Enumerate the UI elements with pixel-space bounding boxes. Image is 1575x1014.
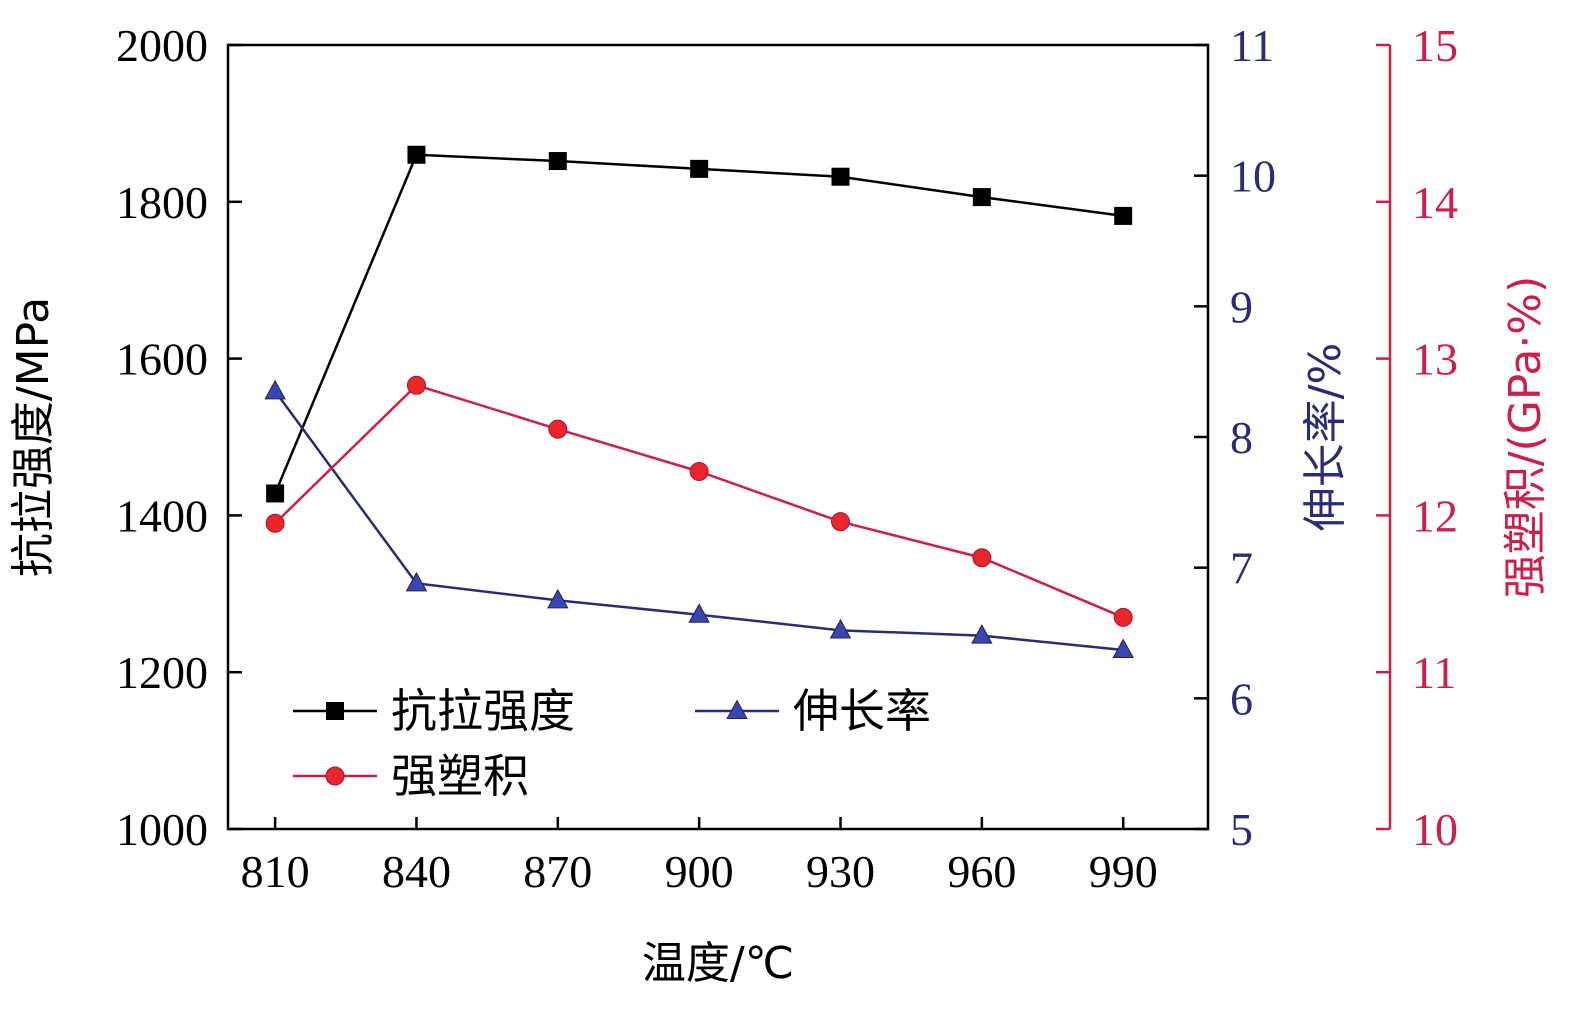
x-tick-label: 930 [806, 846, 875, 897]
series-point-0 [690, 159, 709, 178]
series-point-0 [1114, 206, 1133, 225]
right1-tick-label: 9 [1230, 281, 1253, 332]
left-tick-label: 2000 [116, 20, 208, 71]
legend-label-0: 抗拉强度 [391, 684, 575, 738]
series-point-2 [689, 461, 709, 481]
legend-marker-0 [326, 702, 344, 720]
series-line-0 [273, 153, 1124, 494]
series-point-1 [1112, 638, 1134, 659]
right2-tick-label: 15 [1412, 20, 1458, 71]
series-point-2 [1113, 607, 1133, 627]
x-tick-label: 810 [241, 846, 310, 897]
series-point-0 [831, 167, 850, 186]
right1-tick-label: 7 [1230, 543, 1253, 594]
legend-label-2: 强塑积 [391, 749, 529, 803]
series-point-1 [547, 588, 569, 609]
left-tick-label: 1400 [116, 490, 208, 541]
x-axis-title: 温度/℃ [642, 938, 794, 989]
x-tick-label: 840 [382, 846, 451, 897]
left-tick-label: 1600 [116, 334, 208, 385]
right2-tick-label: 11 [1412, 647, 1456, 698]
x-tick-label: 900 [665, 846, 734, 897]
right1-tick-label: 8 [1230, 412, 1253, 463]
right1-tick-label: 11 [1230, 20, 1274, 71]
right2-tick-label: 10 [1412, 804, 1458, 855]
series-point-2 [831, 512, 850, 532]
right2-tick-label: 12 [1412, 490, 1458, 541]
right1-tick-label: 10 [1230, 151, 1276, 202]
series-point-0 [972, 188, 991, 207]
series-point-2 [548, 419, 568, 439]
x-tick-label: 870 [523, 846, 592, 897]
right2-tick-label: 14 [1412, 177, 1458, 228]
legend-marker-2 [325, 766, 345, 786]
series-point-0 [407, 145, 426, 164]
series-point-1 [971, 624, 993, 644]
series-point-1 [405, 571, 428, 592]
right1-tick-label: 5 [1230, 804, 1253, 855]
right1-axis-title: 伸长率/% [1300, 343, 1351, 532]
series-point-1 [264, 379, 286, 400]
x-tick-label: 990 [1089, 846, 1158, 897]
left-axis-title: 抗拉强度/MPa [8, 297, 59, 577]
series-point-2 [406, 375, 426, 395]
series-point-1 [829, 618, 852, 639]
series-line-2 [274, 383, 1124, 619]
right2-tick-label: 13 [1412, 334, 1458, 385]
series-point-0 [266, 484, 285, 503]
legend-label-1: 伸长率 [793, 684, 931, 738]
legend-marker-1 [726, 699, 748, 720]
series-point-1 [688, 603, 710, 623]
left-tick-label: 1800 [116, 177, 208, 228]
x-tick-label: 960 [947, 846, 1016, 897]
right2-axis-title: 强塑积/(GPa·%) [1500, 276, 1551, 599]
left-tick-label: 1200 [116, 647, 208, 698]
right1-tick-label: 6 [1230, 673, 1253, 724]
series-point-2 [972, 548, 992, 568]
series-point-2 [265, 513, 285, 533]
left-tick-label: 1000 [116, 804, 208, 855]
series-point-0 [548, 152, 567, 171]
